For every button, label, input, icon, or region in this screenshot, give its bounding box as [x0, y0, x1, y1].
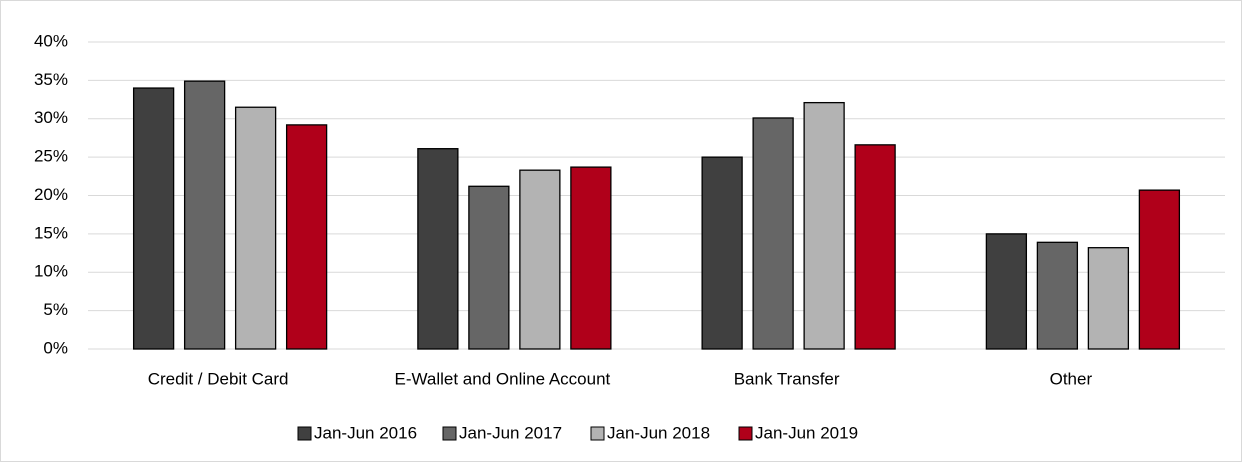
- legend-label: Jan-Jun 2019: [755, 423, 858, 442]
- bar: [1087, 247, 1130, 350]
- bar: [854, 144, 896, 350]
- bar: [803, 101, 845, 350]
- legend-swatch: [738, 426, 753, 441]
- x-tick-label: Credit / Debit Card: [148, 369, 289, 388]
- x-tick-label: Bank Transfer: [734, 369, 840, 388]
- y-tick-label: 5%: [43, 300, 68, 319]
- bar: [519, 169, 561, 350]
- bar: [468, 185, 510, 350]
- y-tick-label: 20%: [34, 185, 68, 204]
- y-tick-label: 10%: [34, 262, 68, 281]
- legend-label: Jan-Jun 2018: [607, 423, 710, 442]
- bar: [183, 80, 226, 350]
- bar: [701, 156, 743, 350]
- bar: [570, 166, 612, 350]
- legend-label: Jan-Jun 2016: [314, 423, 417, 442]
- bar: [1036, 241, 1079, 350]
- legend-swatch: [297, 426, 312, 441]
- y-tick-label: 40%: [34, 31, 68, 50]
- legend-swatch: [442, 426, 457, 441]
- y-tick-label: 25%: [34, 147, 68, 166]
- bar: [132, 87, 175, 350]
- y-tick-label: 15%: [34, 223, 68, 242]
- bar: [985, 233, 1028, 350]
- x-tick-label: Other: [1050, 369, 1093, 388]
- bar: [234, 106, 277, 350]
- bar: [417, 148, 459, 350]
- y-tick-label: 35%: [34, 70, 68, 89]
- bar: [1138, 189, 1181, 350]
- x-tick-label: E-Wallet and Online Account: [394, 369, 610, 388]
- y-tick-label: 0%: [43, 338, 68, 357]
- y-tick-label: 30%: [34, 108, 68, 127]
- legend-label: Jan-Jun 2017: [459, 423, 562, 442]
- legend-swatch: [590, 426, 605, 441]
- bar: [752, 117, 794, 350]
- bar: [285, 124, 328, 350]
